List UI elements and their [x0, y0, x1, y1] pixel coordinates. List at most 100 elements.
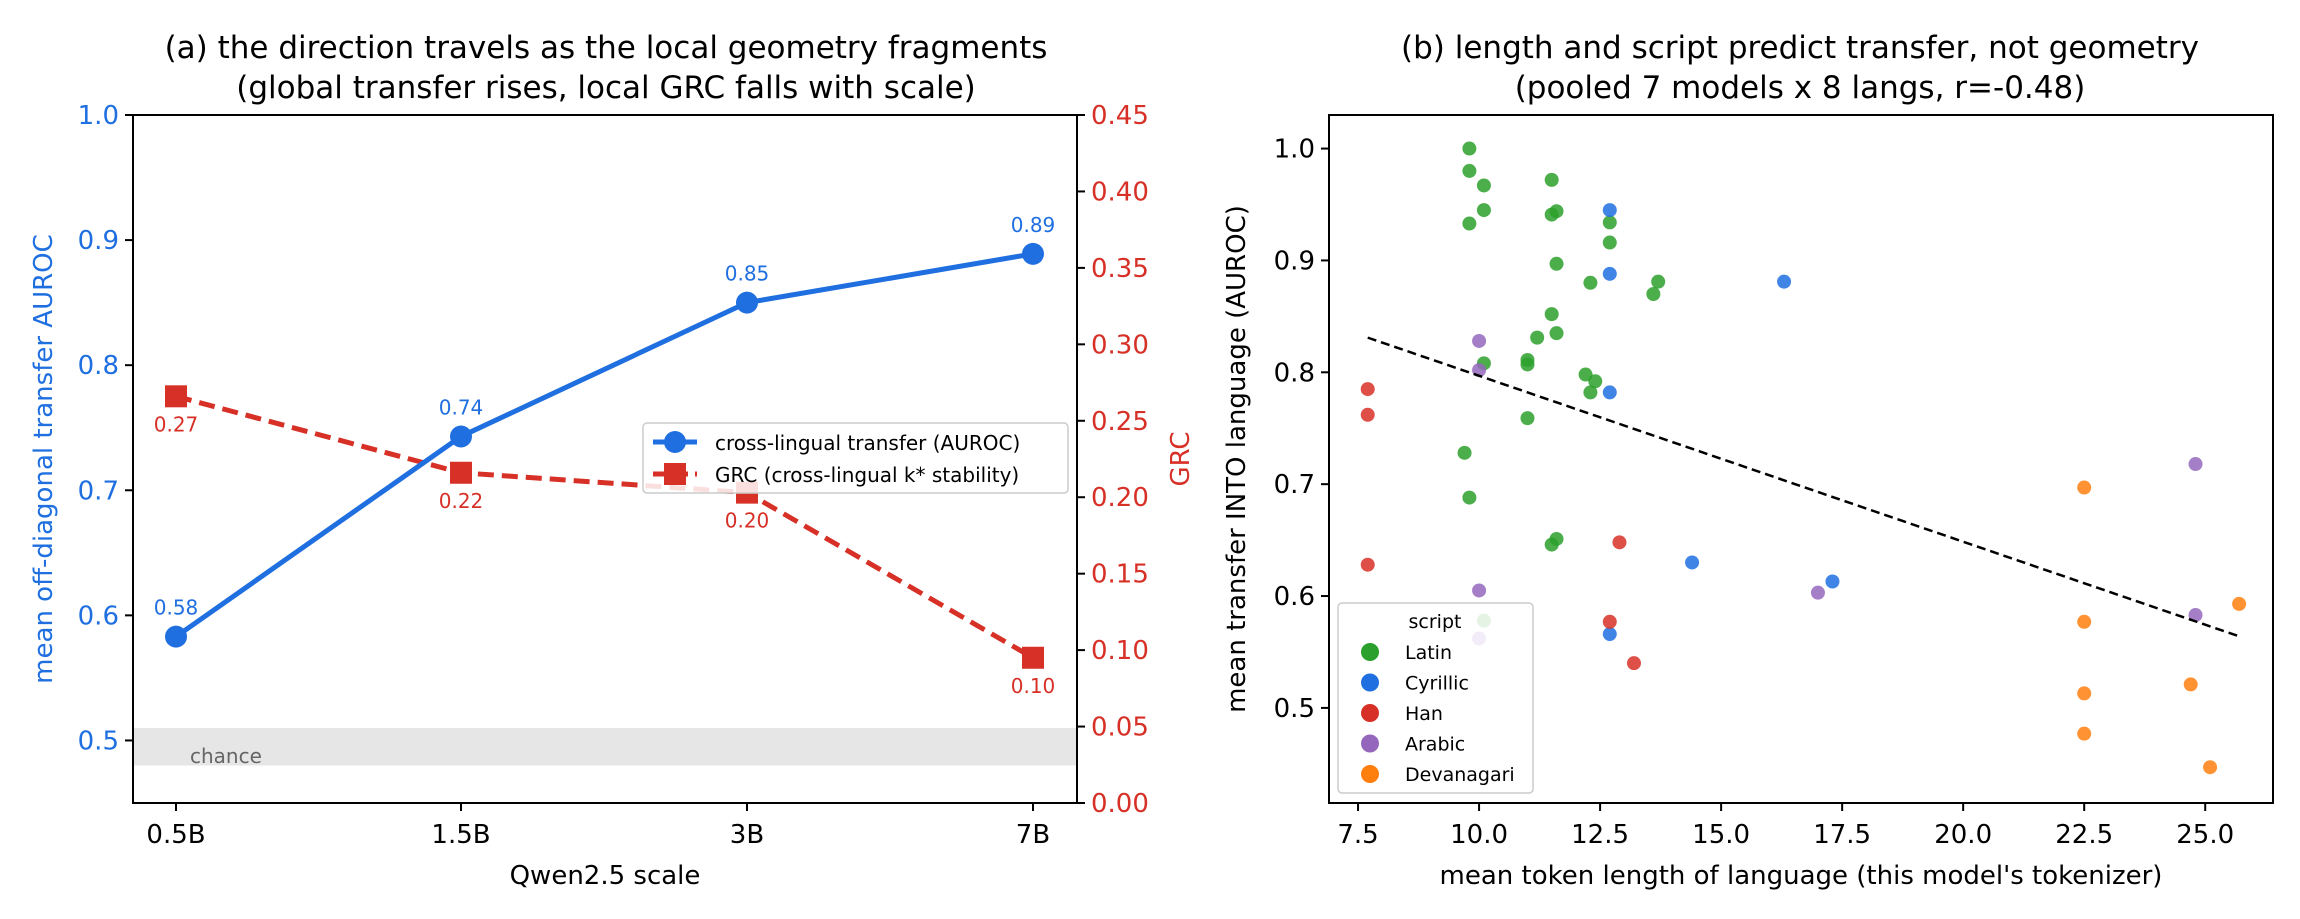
- devanagari-point: [2183, 677, 2198, 692]
- cyrillic-point: [1777, 274, 1792, 289]
- latin-legend-label: Latin: [1405, 642, 1452, 664]
- y2-tick-label: 0.05: [1091, 713, 1149, 743]
- devanagari-point: [2077, 614, 2092, 629]
- cyrillic-point: [1825, 574, 1840, 589]
- grc-data-label: 0.10: [1011, 674, 1056, 698]
- y-tick-label: 0.6: [78, 601, 119, 631]
- x-tick-label: 7B: [1016, 820, 1050, 850]
- grc-data-label: 0.22: [439, 489, 484, 513]
- legend-frame: [1337, 602, 1534, 794]
- cyrillic-legend-label: Cyrillic: [1405, 673, 1469, 695]
- panel-b-y-axis-ticks: 0.5 0.6 0.7 0.8 0.9 1.0: [1274, 135, 1329, 724]
- latin-point: [1520, 357, 1535, 372]
- latin-point: [1588, 374, 1603, 389]
- arabic-point: [1810, 585, 1825, 600]
- han-legend-label: Han: [1405, 703, 1443, 725]
- y2-tick-label: 0.15: [1091, 560, 1149, 590]
- latin-point: [1544, 207, 1559, 222]
- y-tick-label: 0.7: [78, 476, 119, 506]
- cyrillic-legend-marker: [1361, 673, 1379, 692]
- devanagari-legend-marker: [1361, 765, 1379, 783]
- panel-a-series: 0.27 0.22 0.20 0.10 0.58 0.74 0.85 0.89: [154, 213, 1056, 698]
- panel-a-title-line1: (a) the direction travels as the local g…: [165, 30, 1048, 66]
- auroc-data-label: 0.85: [725, 262, 770, 286]
- y-tick-label: 0.7: [1274, 470, 1315, 500]
- panel-b-x-label: mean token length of language (this mode…: [1440, 861, 2163, 891]
- y-tick-label: 0.8: [1274, 358, 1315, 388]
- devanagari-point: [2232, 596, 2247, 611]
- panel-a-y2-label: GRC: [1166, 431, 1196, 486]
- auroc-marker: [165, 625, 187, 648]
- han-point: [1612, 535, 1627, 550]
- x-tick-label: 3B: [730, 820, 764, 850]
- han-point: [1602, 614, 1617, 629]
- legend-label-auroc: cross-lingual transfer (AUROC): [715, 431, 1020, 455]
- panel-a-plot-frame: [132, 114, 1078, 804]
- latin-point: [1462, 490, 1477, 505]
- auroc-marker: [1022, 242, 1044, 265]
- x-tick-label: 20.0: [1934, 820, 1992, 850]
- devanagari-legend-label: Devanagari: [1405, 764, 1515, 786]
- y2-tick-label: 0.30: [1091, 330, 1149, 360]
- latin-point: [1462, 141, 1477, 156]
- x-tick-label: 25.0: [2176, 820, 2234, 850]
- x-tick-label: 10.0: [1450, 820, 1508, 850]
- auroc-marker: [736, 291, 758, 314]
- auroc-data-label: 0.74: [439, 395, 484, 419]
- cyrillic-point: [1602, 385, 1617, 400]
- devanagari-point: [2077, 480, 2092, 495]
- x-tick-label: 0.5B: [146, 820, 205, 850]
- arabic-point: [2188, 457, 2203, 472]
- auroc-data-label: 0.89: [1011, 213, 1056, 237]
- panel-b-title-line1: (b) length and script predict transfer, …: [1401, 30, 2199, 66]
- arabic-legend-label: Arabic: [1405, 734, 1465, 756]
- han-legend-marker: [1361, 704, 1379, 722]
- y-tick-label: 0.6: [1274, 582, 1315, 612]
- cyrillic-point: [1602, 627, 1617, 642]
- x-tick-label: 17.5: [1813, 820, 1871, 850]
- y-tick-label: 0.9: [1274, 246, 1315, 276]
- latin-point: [1476, 203, 1491, 218]
- latin-point: [1462, 216, 1477, 231]
- y-tick-label: 1.0: [1274, 135, 1315, 165]
- devanagari-point: [2203, 760, 2218, 775]
- latin-point: [1544, 307, 1559, 322]
- y2-tick-label: 0.00: [1091, 789, 1149, 819]
- x-tick-label: 15.0: [1692, 820, 1750, 850]
- panel-b-points: [1360, 141, 2247, 775]
- panel-b-y-label: mean transfer INTO language (AUROC): [1222, 205, 1252, 713]
- cyrillic-point: [1602, 203, 1617, 218]
- y-tick-label: 0.5: [78, 726, 119, 756]
- x-tick-label: 22.5: [2055, 820, 2113, 850]
- y-tick-label: 1.0: [78, 101, 119, 131]
- legend-marker-auroc: [664, 431, 686, 453]
- latin-point: [1583, 385, 1598, 400]
- y-tick-label: 0.8: [78, 351, 119, 381]
- panel-a-legend: cross-lingual transfer (AUROC) GRC (cros…: [642, 422, 1069, 494]
- latin-point: [1476, 178, 1491, 193]
- auroc-marker: [450, 425, 472, 448]
- panel-b-plot-frame: [1328, 114, 2274, 804]
- latin-point: [1549, 326, 1564, 341]
- arabic-point: [1472, 333, 1487, 348]
- x-tick-label: 1.5B: [431, 820, 490, 850]
- han-point: [1360, 407, 1375, 422]
- latin-point: [1583, 275, 1598, 290]
- legend-marker-grc: [664, 463, 686, 485]
- grc-marker: [165, 385, 187, 408]
- auroc-data-label: 0.58: [154, 596, 199, 620]
- latin-point: [1549, 256, 1564, 271]
- right-y-axis-ticks: 0.00 0.05 0.10 0.15 0.20 0.25 0.30 0.35 0.40 0.45: [1077, 101, 1149, 819]
- trend-line: [1367, 336, 2240, 638]
- panel-b-title-line2: (pooled 7 models x 8 langs, r=-0.48): [1515, 70, 2086, 106]
- latin-point: [1462, 163, 1477, 178]
- panel-b-x-axis-ticks: 7.5 10.0 12.5 15.0 17.5 20.0 22.5 25.0: [1337, 803, 2234, 850]
- y2-tick-label: 0.40: [1091, 177, 1149, 207]
- han-point: [1626, 656, 1641, 671]
- latin-point: [1544, 537, 1559, 552]
- devanagari-point: [2077, 726, 2092, 741]
- arabic-legend-marker: [1361, 734, 1379, 753]
- y2-tick-label: 0.45: [1091, 101, 1149, 131]
- panel-a-title-line2: (global transfer rises, local GRC falls …: [236, 70, 976, 106]
- auroc-line: [174, 251, 1034, 639]
